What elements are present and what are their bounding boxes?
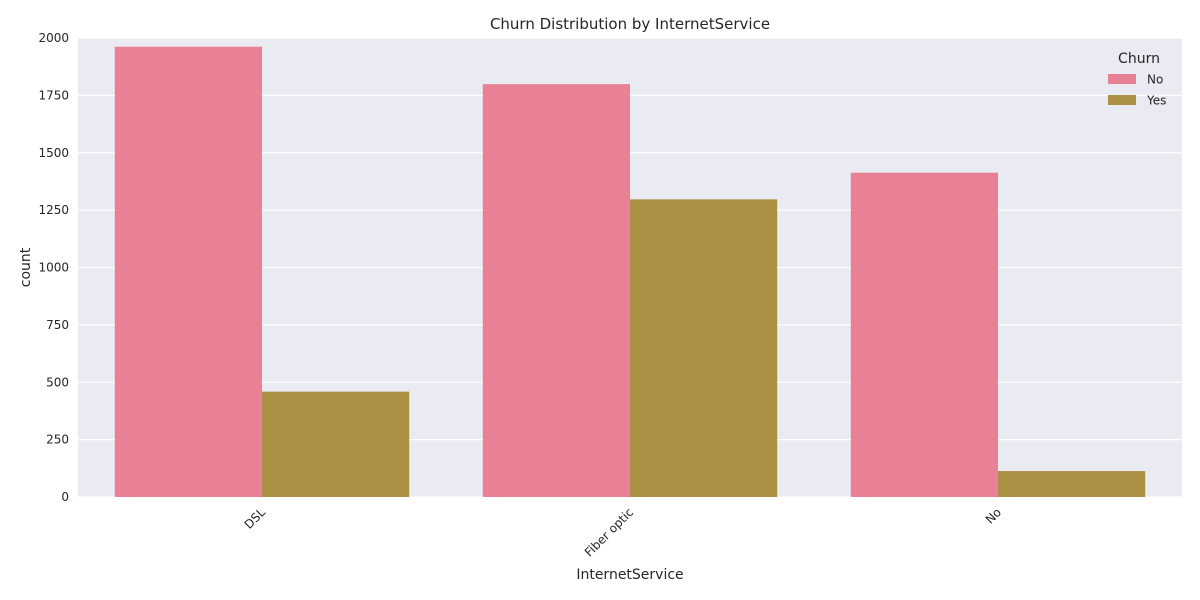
y-tick-label: 250 [46, 433, 69, 447]
bar-dsl-yes [262, 391, 410, 497]
bar-no-yes [998, 471, 1146, 497]
y-tick-label: 1500 [38, 146, 69, 160]
legend-swatch-yes [1108, 95, 1136, 105]
y-axis-ticks: 0 250 500 750 1000 1250 1500 1750 2000 [38, 31, 69, 504]
x-tick-label: DSL [242, 505, 269, 532]
y-axis-label: count [18, 247, 34, 287]
bar-fiber-optic-yes [630, 199, 778, 497]
legend-label-yes: Yes [1146, 94, 1166, 108]
bars [114, 46, 1146, 498]
chart-title: Churn Distribution by InternetService [490, 15, 770, 33]
bar-dsl-no [114, 46, 262, 497]
y-tick-label: 1250 [38, 203, 69, 217]
x-tick-label: Fiber optic [582, 505, 636, 559]
legend-swatch-no [1108, 74, 1136, 84]
y-tick-label: 500 [46, 375, 69, 389]
bar-fiber-optic-no [482, 84, 630, 497]
y-tick-label: 1750 [38, 88, 69, 102]
legend-label-no: No [1147, 73, 1163, 87]
y-tick-label: 0 [61, 490, 69, 504]
x-tick-label: No [983, 505, 1004, 526]
legend-title: Churn [1118, 51, 1160, 67]
y-tick-label: 750 [46, 318, 69, 332]
bar-no-no [850, 172, 998, 498]
x-axis-ticks: DSL Fiber optic No [242, 505, 1005, 559]
x-axis-label: InternetService [576, 567, 683, 583]
y-tick-label: 2000 [38, 31, 69, 45]
legend: Churn No Yes [1108, 51, 1166, 108]
y-tick-label: 1000 [38, 261, 69, 275]
